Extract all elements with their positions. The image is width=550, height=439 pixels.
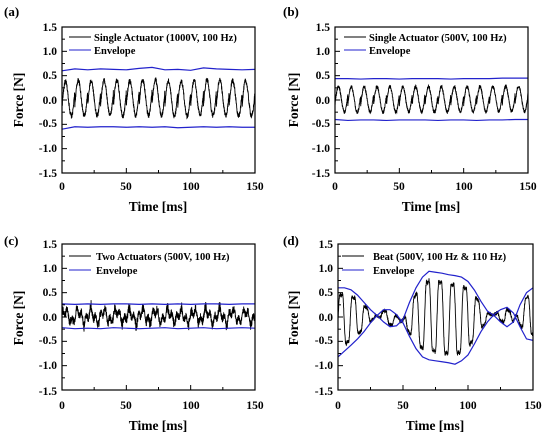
y-tick-label: 1.5 [316,22,331,34]
y-tick-label: 1.5 [319,239,334,251]
y-tick-label: 1.0 [319,263,334,275]
x-tick-labels: 0 50 100 150 [332,181,537,193]
plot-area [61,243,256,391]
envelope-lower-line [337,306,534,365]
x-tick-label: 50 [393,181,405,193]
legend-entry-signal: Single Actuator (1000V, 100 Hz) [94,33,237,44]
panel-d: (d) 0 50 100 150 -1.5 -1.0 -0.5 0.0 0.5 … [283,233,542,433]
panel-label: (c) [4,233,18,248]
plot-area [334,26,529,174]
y-tick-label: 1.0 [43,263,58,275]
panel-b: (b) 0 50 100 150 -1.5 -1.0 -0.5 0.0 0.5 … [283,4,537,214]
envelope-lower-line [61,327,256,330]
x-tick-label: 150 [524,400,542,412]
y-tick-labels: -1.5 -1.0 -0.5 0.0 0.5 1.0 1.5 [312,22,330,180]
y-tick-label: 1.0 [43,46,58,58]
plot-frame [337,243,534,391]
y-tick-labels: -1.5 -1.0 -0.5 0.0 0.5 1.0 1.5 [315,239,333,398]
y-tick-label: -0.5 [312,118,330,130]
y-tick-label: 1.0 [316,46,331,58]
x-tick-labels: 0 50 100 150 [59,400,264,412]
legend-entry-signal: Single Actuator (500V, 100 Hz) [369,33,507,44]
x-tick-label: 150 [519,181,537,193]
y-tick-label: 0.5 [316,70,331,82]
x-tick-label: 150 [246,181,264,193]
x-tick-label: 0 [59,400,65,412]
y-tick-label: 1.5 [43,239,58,251]
legend-entry-signal: Two Actuators (500V, 100 Hz) [96,252,230,263]
x-tick-label: 100 [459,400,477,412]
x-tick-labels: 0 50 100 150 [335,400,542,412]
x-axis-title: Time [ms] [402,199,461,214]
y-axis-title: Force [N] [286,291,301,346]
signal-line [61,77,256,120]
x-tick-labels: 0 50 100 150 [59,181,264,193]
y-tick-label: 0.5 [319,287,334,299]
legend-entry-envelope: Envelope [94,46,136,57]
y-tick-label: -1.0 [39,360,57,372]
y-tick-label: -1.5 [39,386,57,398]
x-tick-label: 100 [182,400,200,412]
y-axis-title: Force [N] [11,291,26,346]
panel-label: (d) [283,233,299,248]
signal-line [334,83,529,115]
y-axis-title: Force [N] [11,73,26,128]
x-tick-label: 0 [332,181,338,193]
legend: Beat (500V, 100 Hz & 110 Hz) Envelope [342,252,507,277]
y-tick-label: -0.5 [39,335,57,347]
y-tick-labels: -1.5 -1.0 -0.5 0.0 0.5 1.0 1.5 [39,239,57,398]
x-tick-label: 50 [397,400,409,412]
y-tick-label: 0.5 [43,70,58,82]
envelope-lower-line [61,126,255,130]
x-tick-label: 0 [335,400,341,412]
legend: Single Actuator (500V, 100 Hz) Envelope [344,33,507,57]
y-tick-label: 0.5 [43,287,58,299]
panel-c: (c) 0 50 100 150 -1.5 -1.0 -0.5 0.0 0.5 … [4,233,264,433]
panel-label: (a) [4,4,19,19]
envelope-upper-line [338,270,534,328]
legend-entry-envelope: Envelope [96,266,138,277]
x-axis-title: Time [ms] [129,199,188,214]
x-tick-label: 0 [59,181,65,193]
y-tick-label: -1.0 [39,143,57,155]
x-tick-label: 100 [182,181,200,193]
x-axis-title: Time [ms] [406,418,465,433]
envelope-upper-line [335,77,528,80]
panel-a: (a) 0 50 100 150 -1.5 -1.0 -0.5 0.0 0.5 … [4,4,264,214]
y-tick-labels: -1.5 -1.0 -0.5 0.0 0.5 1.0 1.5 [39,22,57,180]
legend-entry-envelope: Envelope [373,266,415,277]
signal-line [61,300,256,332]
y-tick-label: -1.0 [315,360,333,372]
y-axis-title: Force [N] [286,73,301,128]
plot-area [61,26,256,174]
y-tick-label: 1.5 [43,22,58,34]
y-tick-label: 0.0 [319,312,334,324]
y-tick-label: -1.5 [315,386,333,398]
legend: Single Actuator (1000V, 100 Hz) Envelope [69,33,237,57]
y-tick-label: -1.0 [312,143,330,155]
legend-entry-signal: Beat (500V, 100 Hz & 110 Hz) [373,252,507,263]
y-tick-label: -1.5 [312,168,330,180]
legend: Two Actuators (500V, 100 Hz) Envelope [69,252,230,277]
y-tick-label: 0.0 [43,95,58,107]
x-tick-label: 100 [455,181,473,193]
envelope-upper-line [61,66,256,72]
y-tick-label: -1.5 [39,168,57,180]
y-tick-label: 0.0 [316,95,331,107]
y-tick-label: 0.0 [43,312,58,324]
x-axis-title: Time [ms] [129,418,188,433]
legend-entry-envelope: Envelope [369,46,411,57]
panel-label: (b) [283,4,299,19]
envelope-lower-line [334,118,528,122]
y-tick-label: -0.5 [39,118,57,130]
x-tick-label: 150 [246,400,264,412]
signal-line [337,278,534,357]
x-tick-label: 50 [120,181,132,193]
y-tick-label: -0.5 [315,335,333,347]
plot-area [337,243,534,391]
x-tick-label: 50 [120,400,132,412]
